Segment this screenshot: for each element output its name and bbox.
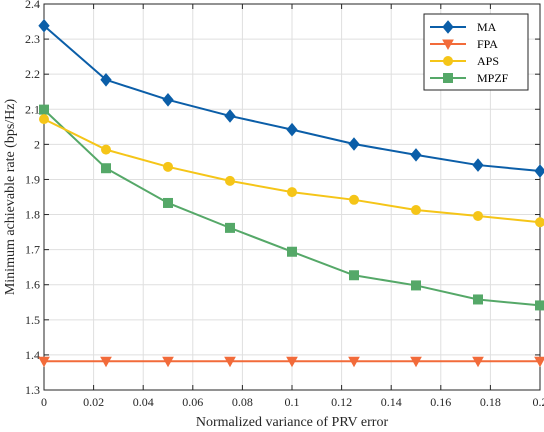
series-fpa — [38, 356, 544, 368]
y-tick-label: 1.9 — [25, 172, 40, 186]
data-point — [411, 204, 421, 215]
y-tick-label: 1.5 — [25, 313, 40, 327]
legend-item: MA — [430, 20, 497, 34]
data-point — [287, 187, 297, 198]
x-tick-label: 0.2 — [533, 395, 544, 409]
data-point — [162, 93, 174, 107]
data-point — [163, 197, 173, 208]
legend-label: APS — [477, 54, 499, 68]
x-tick-label: 0.18 — [480, 395, 501, 409]
data-point — [535, 217, 544, 228]
legend-swatch-marker — [442, 39, 454, 51]
legend: MA FPA APS MPZF — [423, 13, 529, 91]
data-point — [534, 356, 544, 368]
y-tick-label: 1.3 — [25, 383, 40, 397]
y-tick-label: 1.8 — [25, 208, 40, 222]
data-point — [163, 161, 173, 172]
data-point — [473, 294, 483, 305]
data-point — [225, 222, 235, 233]
data-point — [349, 270, 359, 281]
data-point — [100, 356, 112, 368]
x-tick-label: 0.16 — [430, 395, 451, 409]
data-point — [225, 175, 235, 186]
x-tick-label: 0.08 — [232, 395, 253, 409]
data-point — [411, 280, 421, 291]
legend-label: MA — [477, 20, 497, 34]
y-tick-label: 2.2 — [25, 67, 40, 81]
data-point — [100, 73, 112, 87]
series-ma — [38, 18, 544, 178]
data-point — [535, 300, 544, 311]
series-mpzf — [39, 104, 544, 311]
x-tick-label: 0.1 — [285, 395, 300, 409]
data-point — [286, 122, 298, 137]
legend-label: FPA — [477, 37, 498, 51]
axis-ticks: 0 0.02 0.04 0.06 0.08 0.1 0.12 0.14 0.16 0.18 0.2 1… — [25, 0, 544, 409]
data-point — [534, 164, 544, 178]
y-tick-label: 1.7 — [25, 243, 40, 257]
series-aps — [39, 114, 544, 228]
data-point — [348, 137, 360, 151]
data-point — [472, 356, 484, 368]
data-point — [286, 356, 298, 368]
data-point — [38, 356, 50, 368]
legend-swatch-marker — [442, 20, 454, 34]
legend-swatch-marker — [443, 73, 453, 83]
y-axis-label: Minimum achievable rate (bps/Hz) — [3, 99, 18, 296]
data-point — [410, 356, 422, 368]
y-tick-label: 2.3 — [25, 32, 40, 46]
x-axis-label: Normalized variance of PRV error — [196, 415, 389, 430]
y-tick-label: 2.1 — [25, 102, 40, 116]
legend-item: APS — [430, 54, 499, 68]
data-point — [101, 144, 111, 155]
y-tick-label: 1.6 — [25, 278, 40, 292]
legend-label: MPZF — [477, 71, 509, 85]
data-point — [410, 148, 422, 162]
x-tick-label: 0.14 — [381, 395, 402, 409]
x-tick-label: 0.12 — [331, 395, 352, 409]
data-point — [224, 356, 236, 368]
y-tick-label: 2 — [34, 137, 40, 151]
x-tick-label: 0.06 — [182, 395, 203, 409]
legend-swatch-marker — [443, 56, 453, 66]
data-point — [101, 163, 111, 174]
y-tick-label: 1.4 — [25, 348, 40, 362]
data-point — [287, 246, 297, 257]
legend-item: MPZF — [430, 71, 509, 85]
data-point — [473, 210, 483, 221]
data-point — [38, 18, 50, 33]
data-point — [472, 158, 484, 172]
y-tick-label: 2.4 — [25, 0, 40, 11]
legend-item: FPA — [430, 37, 498, 51]
data-point — [224, 109, 236, 123]
x-tick-label: 0 — [41, 395, 47, 409]
data-point — [348, 356, 360, 368]
x-tick-label: 0.02 — [83, 395, 104, 409]
data-point — [39, 104, 49, 115]
x-tick-label: 0.04 — [133, 395, 154, 409]
data-point — [39, 114, 49, 125]
series-layer — [38, 18, 544, 368]
data-point — [162, 356, 174, 368]
data-point — [349, 194, 359, 205]
